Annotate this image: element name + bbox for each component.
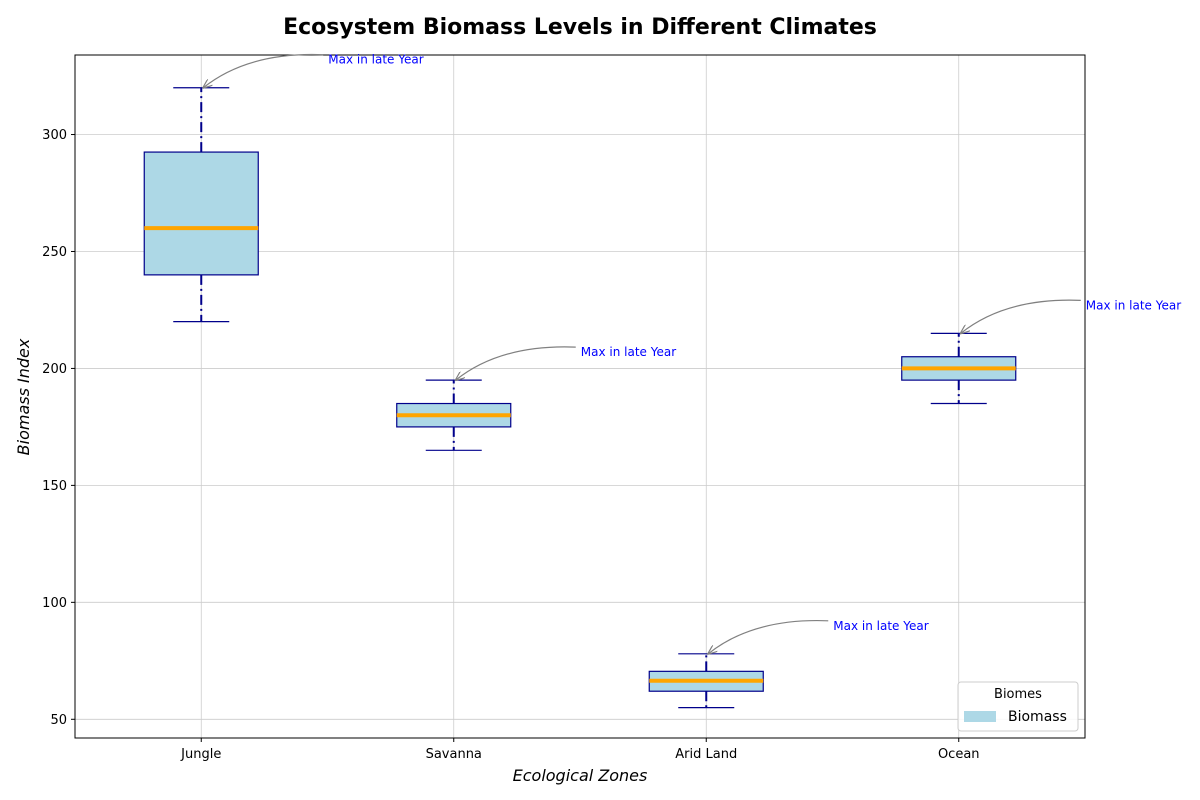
annotation-text: Max in late Year (1086, 298, 1181, 312)
chart-title: Ecosystem Biomass Levels in Different Cl… (283, 15, 877, 40)
y-tick-label: 300 (42, 128, 67, 143)
annotation-arrow (203, 53, 324, 88)
annotation-text: Max in late Year (833, 619, 928, 633)
box-savanna (396, 379, 512, 451)
legend-swatch (964, 711, 996, 722)
annotation-arrow (456, 346, 576, 380)
annotation-arrow (961, 299, 1081, 333)
x-tick-label: Savanna (426, 747, 482, 762)
x-axis-label: Ecological Zones (513, 766, 648, 785)
annotation-arrow (708, 619, 829, 654)
y-tick-label: 100 (42, 596, 67, 611)
box-ocean (901, 332, 1017, 405)
annotation-text: Max in late Year (328, 53, 423, 67)
y-axis-label: Biomass Index (14, 338, 33, 455)
y-tick-label: 50 (50, 713, 67, 728)
y-tick-label: 200 (42, 362, 67, 377)
annotation-text: Max in late Year (581, 345, 676, 359)
x-tick-label: Jungle (180, 747, 221, 762)
y-tick-label: 250 (42, 245, 67, 260)
x-tick-label: Arid Land (675, 747, 737, 762)
legend-entry-label: Biomass (1008, 709, 1067, 725)
box-body (143, 151, 259, 276)
box-jungle (143, 87, 259, 323)
plot-area (143, 87, 1017, 709)
annotations: Max in late Year Max in late Year Max in l… (203, 53, 1181, 654)
axes: 50 100 150 200 250 300 Jungle Savanna Arid Land O… (42, 128, 979, 762)
box-arid-land (648, 653, 764, 709)
x-tick-label: Ocean (938, 747, 980, 762)
y-tick-label: 150 (42, 479, 67, 494)
legend-title: Biomes (994, 687, 1042, 702)
legend: Biomes Biomass (957, 681, 1079, 732)
plot-frame (74, 54, 1086, 739)
